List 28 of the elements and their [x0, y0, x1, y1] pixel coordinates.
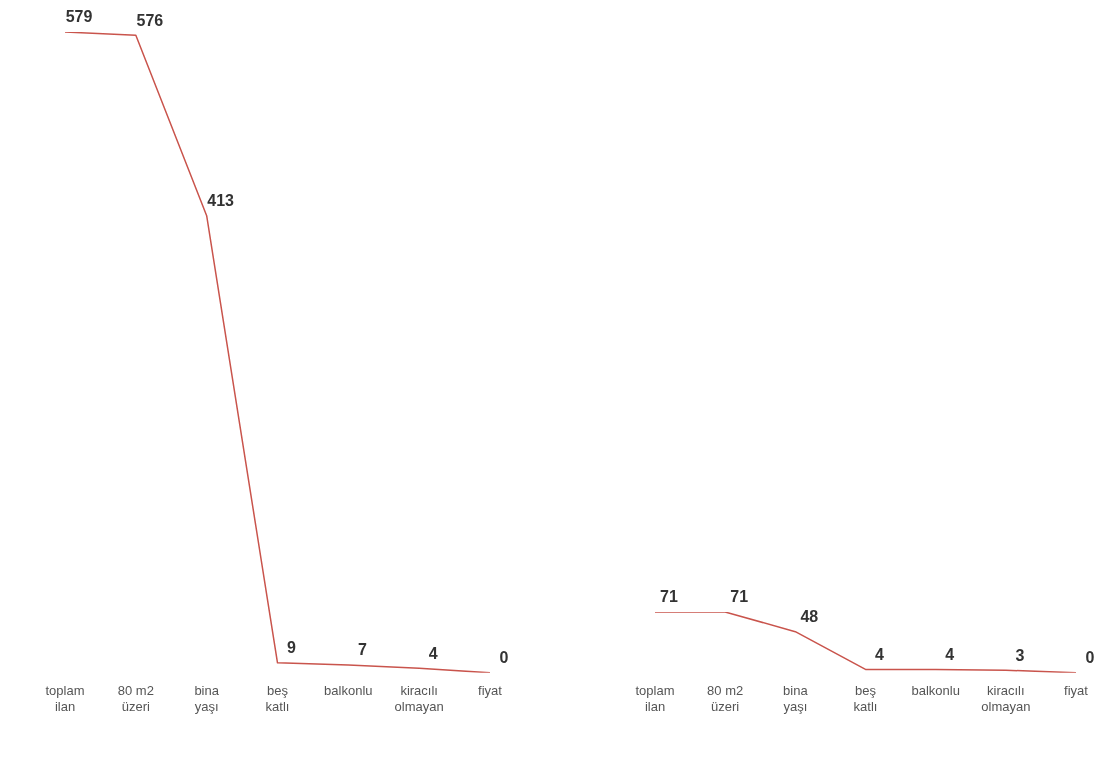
- x-tick-label: balkonlu: [911, 683, 960, 699]
- data-label: 9: [287, 639, 297, 657]
- data-label: 4: [875, 645, 885, 663]
- data-label: 3: [1015, 646, 1025, 664]
- data-label: 0: [1085, 649, 1095, 667]
- data-label: 71: [730, 588, 749, 606]
- x-tick-label: fiyat: [478, 683, 503, 699]
- x-tick-label: toplam ilan: [45, 683, 85, 714]
- data-label: 0: [499, 649, 509, 667]
- data-label: 48: [800, 608, 819, 626]
- x-tick-label: toplam ilan: [635, 683, 675, 714]
- x-tick-label: kiracılı olmayan: [394, 683, 444, 714]
- x-tick-label: beş katlı: [853, 683, 878, 714]
- x-tick-label: bina yaşı: [783, 683, 809, 714]
- x-tick-label: fiyat: [1064, 683, 1089, 699]
- data-label: 576: [136, 11, 164, 29]
- data-label: 4: [428, 644, 438, 662]
- data-label: 4: [945, 645, 955, 663]
- x-tick-label: bina yaşı: [194, 683, 220, 714]
- x-tick-label: 80 m2 üzeri: [707, 683, 744, 714]
- x-tick-label: 80 m2 üzeri: [117, 683, 154, 714]
- data-label: 413: [207, 192, 235, 210]
- data-label: 579: [65, 8, 93, 26]
- x-tick-label: beş katlı: [265, 683, 290, 714]
- x-tick-label: kiracılı olmayan: [981, 683, 1031, 714]
- data-label: 7: [357, 641, 367, 659]
- x-tick-label: balkonlu: [324, 683, 373, 699]
- data-label: 71: [660, 588, 678, 606]
